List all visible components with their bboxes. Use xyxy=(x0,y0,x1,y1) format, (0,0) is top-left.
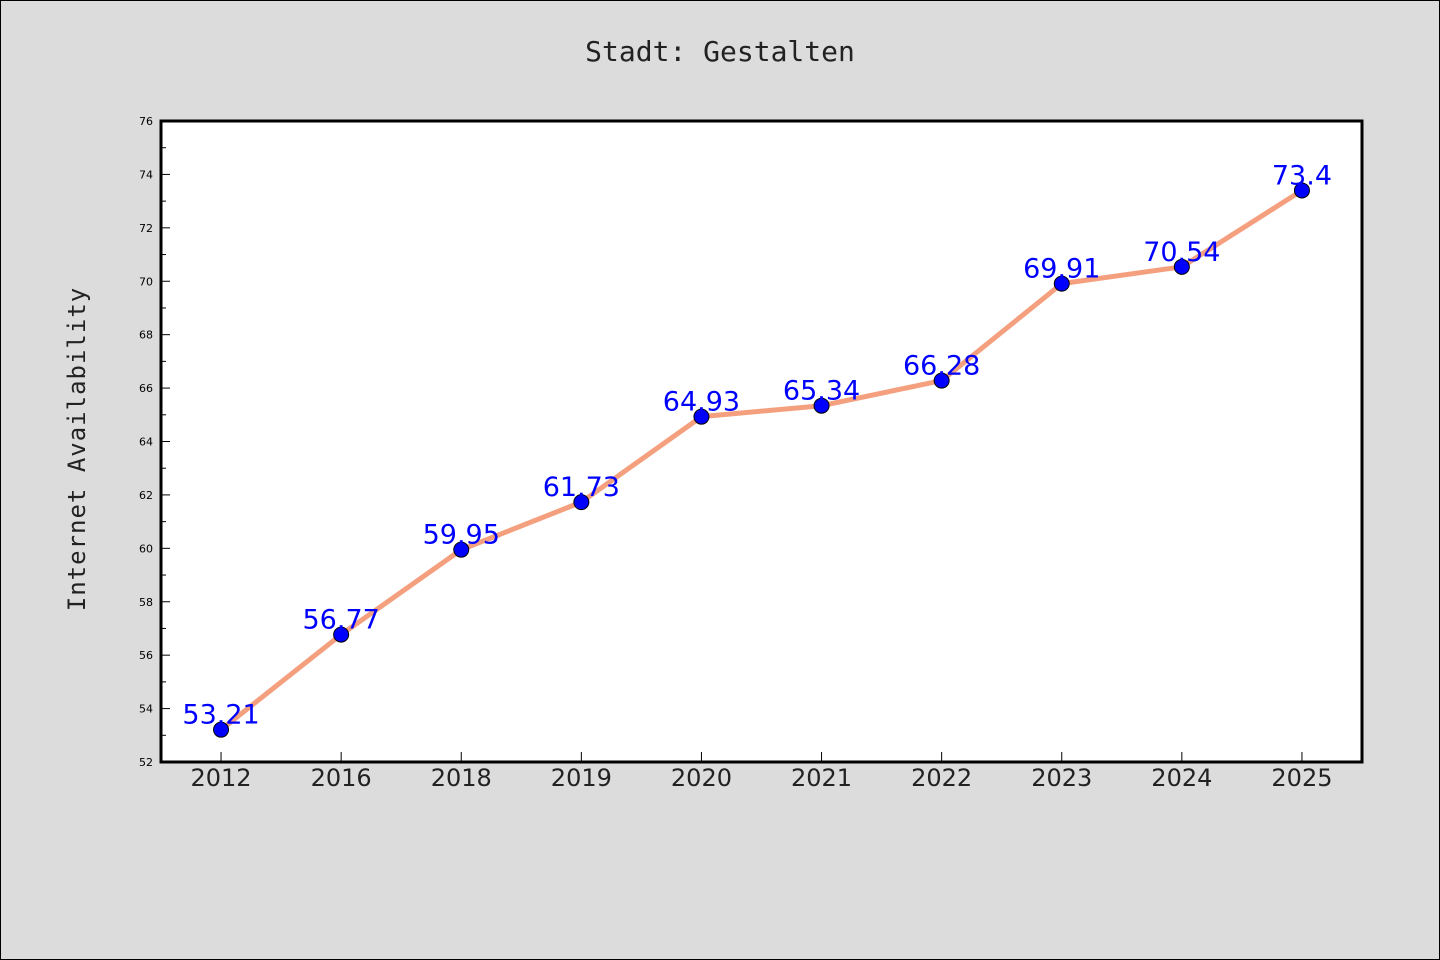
y-tick-label: 58 xyxy=(139,596,153,609)
data-point xyxy=(333,626,350,643)
chart-title: Stadt: Gestalten xyxy=(585,35,855,68)
plot-background xyxy=(161,121,1362,762)
data-label: 53.21 xyxy=(182,700,259,731)
y-tick-label: 60 xyxy=(139,542,153,555)
data-point xyxy=(213,721,230,738)
y-tick-label: 64 xyxy=(139,436,153,449)
x-tick-label: 2018 xyxy=(431,764,492,792)
y-tick-label: 70 xyxy=(139,275,153,288)
x-tick-label: 2025 xyxy=(1271,764,1332,792)
data-label: 64.93 xyxy=(663,387,740,418)
data-label: 59.95 xyxy=(423,520,500,551)
y-tick-label: 52 xyxy=(139,756,153,769)
y-tick-label: 62 xyxy=(139,489,153,502)
y-tick-label: 56 xyxy=(139,649,153,662)
y-tick-label: 74 xyxy=(139,168,153,181)
data-label: 70.54 xyxy=(1143,237,1220,268)
data-label: 73.4 xyxy=(1272,160,1332,191)
x-tick-label: 2019 xyxy=(551,764,612,792)
x-tick-label: 2012 xyxy=(191,764,252,792)
data-point xyxy=(453,541,470,558)
data-point xyxy=(1293,182,1310,199)
x-tick-label: 2020 xyxy=(671,764,732,792)
data-point xyxy=(813,397,830,414)
x-tick-label: 2021 xyxy=(791,764,852,792)
data-label: 65.34 xyxy=(783,376,860,407)
y-tick-label: 76 xyxy=(139,115,153,128)
data-point xyxy=(693,408,710,425)
data-point xyxy=(573,494,590,511)
series-line xyxy=(219,188,1304,732)
y-tick-label: 72 xyxy=(139,222,153,235)
y-tick-label: 54 xyxy=(139,703,153,716)
y-tick-label: 66 xyxy=(139,382,153,395)
data-point xyxy=(1053,275,1070,292)
data-label: 69.91 xyxy=(1023,254,1100,285)
x-tick-label: 2022 xyxy=(911,764,972,792)
data-label: 61.73 xyxy=(543,472,620,503)
data-label: 66.28 xyxy=(903,351,980,382)
x-tick-label: 2024 xyxy=(1151,764,1212,792)
data-label: 56.77 xyxy=(303,605,380,636)
data-point xyxy=(1173,258,1190,275)
x-tick-label: 2023 xyxy=(1031,764,1092,792)
plot-frame xyxy=(159,119,1364,764)
data-point xyxy=(933,372,950,389)
x-tick-label: 2016 xyxy=(311,764,372,792)
y-tick-label: 68 xyxy=(139,329,153,342)
